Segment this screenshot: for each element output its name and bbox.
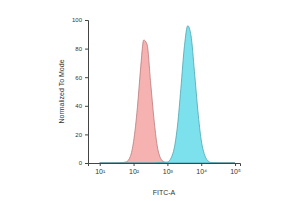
x-tick-mark — [100, 163, 101, 166]
y-tick-label: 100 — [72, 17, 83, 23]
y-tick: 80 — [75, 46, 88, 52]
y-tick-mark — [85, 163, 88, 164]
y-tick-label: 40 — [75, 103, 82, 109]
y-tick-mark — [85, 20, 88, 21]
x-tick-mark — [235, 163, 236, 166]
y-tick: 40 — [75, 103, 88, 109]
y-tick-label: 20 — [75, 132, 82, 138]
x-tick: 10² — [129, 163, 140, 175]
series-group — [100, 26, 235, 163]
x-tick-label: 10² — [129, 168, 140, 175]
plot: 10¹ 10² 10³ 10⁴ 10⁵ 0 20 40 60 80 100 — [72, 17, 241, 175]
x-tick-mark — [134, 163, 135, 166]
area-series — [100, 40, 235, 163]
x-tick: 10³ — [163, 163, 174, 175]
y-tick: 20 — [75, 132, 88, 138]
x-axis: 10¹ 10² 10³ 10⁴ 10⁵ — [89, 163, 241, 175]
y-tick-mark — [85, 49, 88, 50]
y-axis: 0 20 40 60 80 100 — [72, 17, 89, 166]
chart: 10¹ 10² 10³ 10⁴ 10⁵ 0 20 40 60 80 100 FITC-A Normali… — [0, 0, 300, 201]
x-tick-label: 10⁴ — [196, 168, 207, 175]
y-tick-label: 80 — [75, 46, 82, 52]
x-axis-title: FITC-A — [153, 189, 176, 196]
x-tick-label: 10³ — [163, 168, 174, 175]
x-tick: 10⁴ — [196, 163, 207, 175]
x-tick: 10⁵ — [230, 163, 241, 175]
y-tick-mark — [85, 106, 88, 107]
x-tick: 10¹ — [95, 163, 106, 175]
x-tick-label: 10¹ — [95, 168, 106, 175]
y-tick-label: 0 — [79, 160, 83, 166]
area-series — [100, 26, 235, 163]
x-tick-label: 10⁵ — [230, 168, 241, 175]
y-tick: 100 — [72, 17, 88, 23]
y-tick-label: 60 — [75, 75, 82, 81]
y-tick-mark — [85, 77, 88, 78]
y-axis-line — [85, 21, 89, 164]
x-tick-mark — [201, 163, 202, 166]
y-tick: 60 — [75, 75, 88, 81]
x-tick-mark — [167, 163, 168, 166]
x-axis-line — [89, 164, 241, 167]
y-axis-title: Normalized To Mode — [58, 59, 65, 123]
y-tick: 0 — [79, 160, 88, 166]
y-tick-mark — [85, 134, 88, 135]
